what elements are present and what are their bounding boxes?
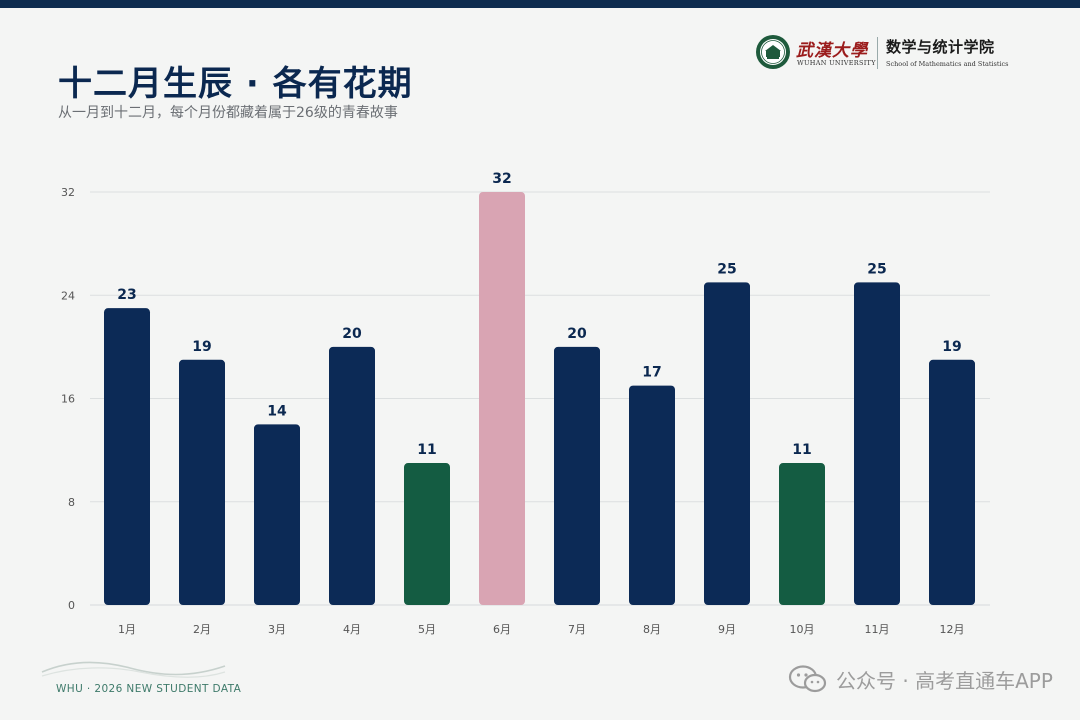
watermark-text: 公众号 · 高考直通车APP	[836, 669, 1053, 693]
bar-9	[704, 282, 750, 605]
data-label-9: 25	[717, 261, 736, 277]
x-tick-label-3: 3月	[268, 623, 286, 636]
school-name-en: School of Mathematics and Statistics	[886, 60, 1009, 68]
data-label-8: 17	[642, 365, 661, 381]
x-tick-label-9: 9月	[718, 623, 736, 636]
data-label-5: 11	[417, 442, 436, 458]
y-tick-label-8: 8	[68, 496, 75, 509]
x-tick-label-5: 5月	[418, 623, 436, 636]
data-label-11: 25	[867, 261, 886, 277]
y-tick-label-0: 0	[68, 599, 75, 612]
data-label-7: 20	[567, 326, 587, 342]
x-tick-label-6: 6月	[493, 623, 511, 636]
y-tick-label-16: 16	[61, 393, 75, 406]
logo-divider	[877, 37, 878, 69]
bar-4	[329, 346, 375, 605]
footer-text: WHU · 2026 NEW STUDENT DATA	[56, 683, 242, 695]
y-tick-label-24: 24	[61, 289, 75, 302]
data-label-10: 11	[792, 442, 811, 458]
data-label-4: 20	[342, 326, 362, 342]
bar-6	[479, 192, 525, 605]
x-tick-label-1: 1月	[118, 623, 136, 636]
bar-2	[179, 359, 225, 605]
y-tick-label-32: 32	[61, 186, 75, 199]
footer-wave-decoration	[41, 661, 226, 678]
data-label-3: 14	[267, 403, 287, 419]
bar-5	[404, 463, 450, 605]
data-label-2: 19	[192, 339, 211, 355]
data-label-6: 32	[492, 171, 511, 187]
x-tick-label-11: 11月	[865, 623, 890, 636]
school-name: 数学与统计学院	[886, 38, 995, 56]
x-tick-label-12: 12月	[940, 623, 965, 636]
bar-10	[779, 463, 825, 605]
wechat-icon	[788, 665, 827, 693]
x-tick-label-2: 2月	[193, 623, 211, 636]
data-label-1: 23	[117, 287, 136, 303]
page-subtitle: 从一月到十二月，每个月份都藏着属于26级的青春故事	[58, 105, 398, 121]
bar-8	[629, 385, 675, 605]
x-tick-label-10: 10月	[790, 623, 815, 636]
bar-11	[854, 282, 900, 605]
school-logo: 武漢大學 WUHAN UNIVERSITY 数学与统计学院 School of …	[755, 34, 1025, 74]
bar-1	[104, 308, 150, 605]
bar-7	[554, 346, 600, 605]
university-calligraphy-logo: 武漢大學	[796, 41, 868, 61]
x-tick-label-4: 4月	[343, 623, 361, 636]
bar-3	[254, 424, 300, 605]
x-tick-label-8: 8月	[643, 623, 661, 636]
bar-12	[929, 359, 975, 605]
top-bar	[0, 0, 1080, 8]
university-seal-icon	[756, 35, 790, 69]
university-name-en: WUHAN UNIVERSITY	[797, 59, 876, 67]
data-label-12: 19	[942, 339, 961, 355]
x-tick-label-7: 7月	[568, 623, 586, 636]
page-title: 十二月生辰 · 各有花期	[58, 64, 413, 104]
